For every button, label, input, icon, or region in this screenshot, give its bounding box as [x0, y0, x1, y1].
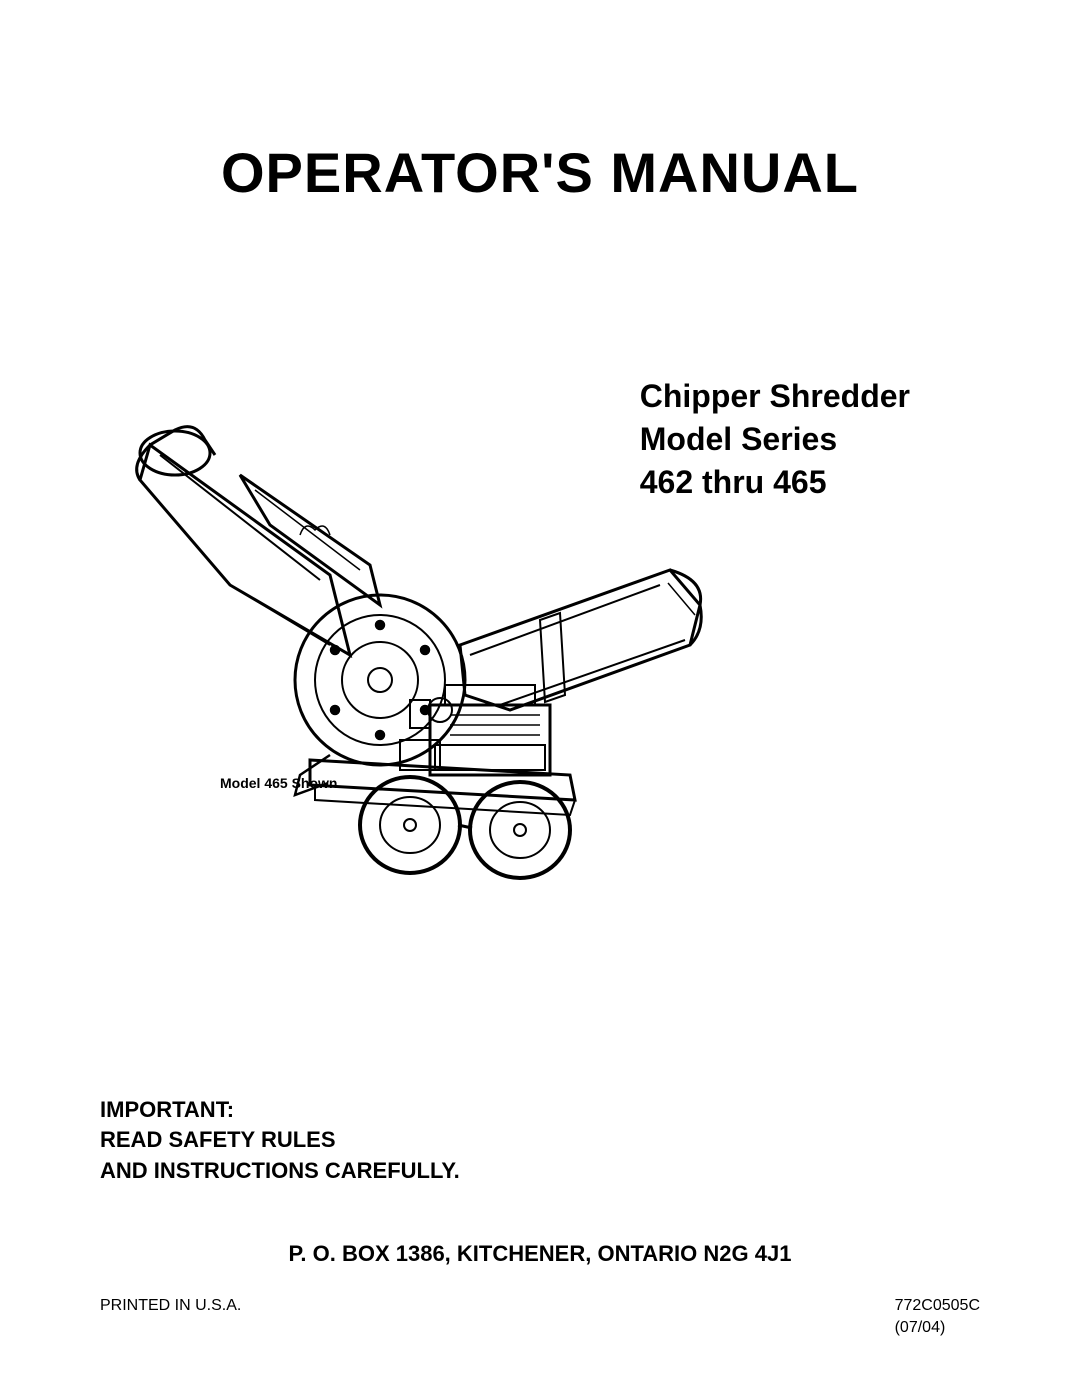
warning-line2: READ SAFETY RULES — [100, 1125, 460, 1156]
document-number: 772C0505C — [895, 1297, 980, 1315]
product-section: Chipper Shredder Model Series 462 thru 4… — [100, 375, 980, 935]
chipper-shredder-illustration — [100, 405, 720, 885]
footer-printed-in: PRINTED IN U.S.A. — [100, 1297, 241, 1315]
warning-line3: AND INSTRUCTIONS CAREFULLY. — [100, 1156, 460, 1187]
document-page: OPERATOR'S MANUAL Chipper Shredder Model… — [0, 0, 1080, 1397]
illustration-caption: Model 465 Shown — [220, 775, 337, 791]
document-date: (07/04) — [895, 1319, 980, 1337]
main-title: OPERATOR'S MANUAL — [100, 140, 980, 205]
warning-line1: IMPORTANT: — [100, 1095, 460, 1126]
warning-section: IMPORTANT: READ SAFETY RULES AND INSTRUC… — [100, 1095, 460, 1187]
footer-right: 772C0505C (07/04) — [895, 1297, 980, 1337]
footer: PRINTED IN U.S.A. 772C0505C (07/04) — [100, 1297, 980, 1337]
company-address: P. O. BOX 1386, KITCHENER, ONTARIO N2G 4… — [0, 1241, 1080, 1267]
